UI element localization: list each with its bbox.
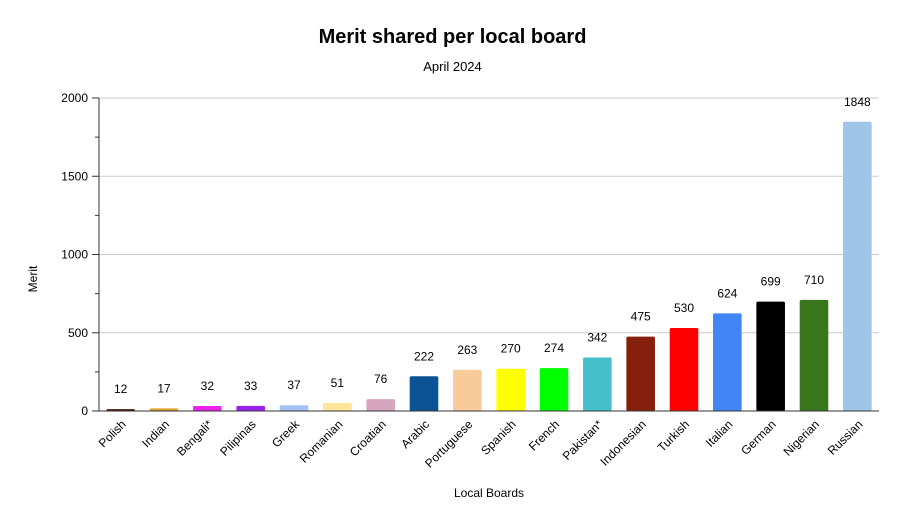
x-axis-categories: Polish Indian Bengali* Pilipinas GreekRomani…: [96, 417, 866, 471]
x-category-label: Nigerian: [781, 417, 823, 459]
data-label: 274: [544, 341, 564, 355]
bar-russian: [843, 121, 872, 412]
x-category-label: Turkish: [655, 417, 692, 454]
x-category-label: Russian: [825, 417, 866, 458]
x-category-label: Greek: [269, 417, 303, 451]
bar-french: [539, 368, 569, 411]
data-label: 270: [501, 342, 521, 356]
bar-nigerian: [799, 299, 829, 411]
bar-spanish: [496, 368, 525, 411]
y-tick-label: 1000: [61, 248, 88, 262]
x-category-label: Italian: [703, 417, 736, 450]
chart-subtitle: April 2024: [423, 59, 482, 74]
bar-pilipinas: [236, 405, 265, 411]
data-label: 263: [457, 343, 477, 357]
data-label: 342: [587, 330, 607, 344]
bar-romanian: [323, 403, 352, 411]
y-axis-ticks: 0 500 1000 1500 2000: [61, 91, 99, 418]
x-category-label: Bengali*: [174, 417, 216, 459]
data-label: 624: [717, 286, 737, 300]
bar-pakistan: [583, 357, 612, 411]
x-category-label: Indian: [139, 417, 172, 450]
data-label: 12: [114, 382, 128, 396]
data-label: 475: [631, 310, 651, 324]
bar-italian: [713, 313, 742, 411]
chart-title: Merit shared per local board: [318, 26, 587, 48]
x-category-label: Portuguese: [422, 417, 476, 471]
data-label: 222: [414, 349, 434, 363]
y-tick-label: 0: [81, 404, 88, 418]
bar-greek: [279, 405, 309, 411]
bar-turkish: [669, 328, 699, 411]
data-label: 33: [244, 379, 258, 393]
bar-german: [756, 301, 785, 411]
bar-arabic: [409, 376, 439, 411]
x-category-label: French: [526, 417, 562, 453]
y-axis-title: Merit: [26, 265, 40, 292]
data-label: 17: [157, 381, 171, 395]
x-category-label: Polish: [96, 417, 129, 450]
bar-indonesian: [626, 336, 655, 411]
x-category-label: Spanish: [478, 417, 519, 458]
y-tick-label: 1500: [61, 169, 88, 183]
x-category-label: Arabic: [398, 417, 432, 451]
x-category-label: Indonesian: [597, 417, 648, 468]
bars: [106, 121, 872, 412]
gridlines: [99, 97, 879, 334]
data-label: 710: [804, 273, 824, 287]
x-category-label: Croatian: [347, 417, 389, 459]
data-label: 699: [761, 275, 781, 289]
bar-bengali: [193, 405, 222, 411]
data-label: 32: [201, 379, 215, 393]
x-category-label: Romanian: [297, 417, 346, 466]
data-labels: 12 17 32 33 37 51 76 222 263 270 274 342 475 530 624 69…: [114, 95, 871, 396]
data-label: 51: [331, 376, 345, 390]
x-axis-title: Local Boards: [454, 486, 524, 500]
x-category-label: German: [738, 417, 779, 458]
y-tick-label: 500: [68, 326, 88, 340]
data-label: 1848: [844, 95, 871, 109]
y-tick-label: 2000: [61, 91, 88, 105]
bar-indian: [149, 408, 179, 411]
data-label: 37: [287, 378, 301, 392]
x-category-label: Pilipinas: [217, 417, 259, 459]
bar-portuguese: [453, 369, 482, 411]
data-label: 76: [374, 372, 388, 386]
bar-croatian: [366, 399, 395, 411]
data-label: 530: [674, 301, 694, 315]
